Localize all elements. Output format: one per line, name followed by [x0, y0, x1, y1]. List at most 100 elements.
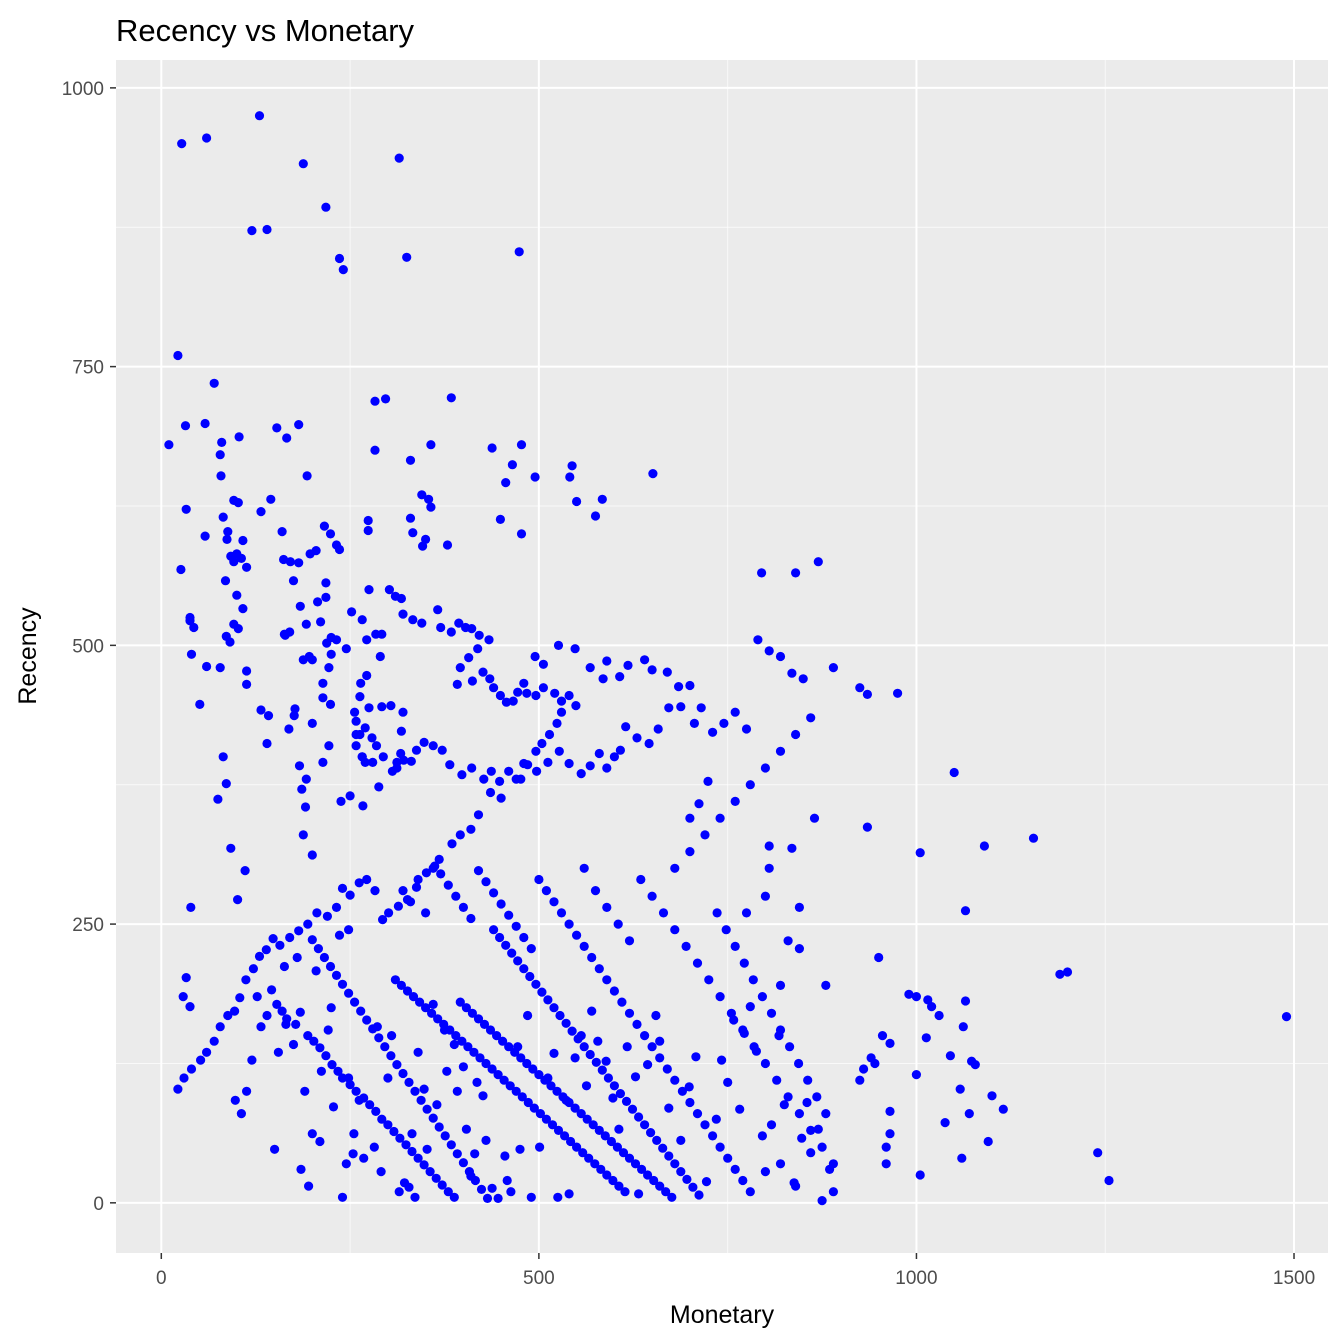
- data-point: [564, 758, 574, 769]
- data-point: [454, 618, 464, 628]
- data-point: [877, 1031, 888, 1041]
- data-point: [413, 1047, 423, 1057]
- data-point: [307, 850, 317, 860]
- data-point: [546, 1081, 556, 1091]
- data-point: [458, 1158, 468, 1168]
- data-point: [223, 1010, 233, 1021]
- y-tick-label: 250: [72, 915, 104, 936]
- data-point: [215, 663, 225, 673]
- data-point: [242, 1086, 252, 1096]
- data-point: [535, 1109, 546, 1119]
- data-point: [467, 763, 477, 773]
- data-point: [567, 461, 577, 471]
- data-point: [522, 1058, 532, 1069]
- data-point: [350, 997, 360, 1007]
- data-point: [594, 964, 604, 974]
- data-point: [789, 1178, 799, 1188]
- data-point: [288, 576, 299, 586]
- plot-panel: [116, 60, 1328, 1253]
- data-point: [691, 1052, 701, 1062]
- data-point: [757, 568, 767, 578]
- data-point: [751, 1046, 762, 1056]
- data-point: [615, 745, 626, 755]
- data-point: [775, 1159, 786, 1169]
- data-point: [254, 951, 265, 962]
- data-point: [549, 897, 559, 907]
- data-point: [413, 1153, 423, 1163]
- data-point: [567, 1026, 577, 1036]
- data-point: [296, 1164, 306, 1174]
- data-point: [178, 992, 188, 1002]
- data-point: [401, 1140, 411, 1150]
- data-point: [538, 659, 549, 669]
- data-point: [723, 1077, 733, 1087]
- data-point: [345, 791, 355, 801]
- data-point: [729, 1015, 739, 1025]
- data-point: [179, 1073, 189, 1083]
- data-point: [398, 1068, 408, 1079]
- data-point: [507, 460, 517, 470]
- data-point: [266, 494, 276, 504]
- data-point: [526, 944, 536, 954]
- data-point: [482, 1193, 493, 1203]
- data-point: [572, 1142, 582, 1152]
- data-point: [362, 670, 372, 681]
- data-point: [417, 618, 427, 628]
- data-point: [285, 627, 295, 637]
- data-point: [717, 1055, 727, 1065]
- data-point: [220, 576, 231, 586]
- data-point: [325, 529, 336, 539]
- data-point: [357, 615, 367, 625]
- data-point: [225, 637, 235, 647]
- data-point: [664, 1151, 674, 1161]
- data-point: [730, 941, 740, 952]
- data-point: [664, 703, 674, 713]
- data-point: [270, 1144, 280, 1154]
- data-point: [466, 1171, 476, 1181]
- data-point: [609, 986, 620, 996]
- data-point: [684, 1082, 694, 1092]
- data-point: [704, 975, 714, 985]
- data-point: [637, 1164, 647, 1174]
- data-point: [252, 992, 262, 1002]
- data-point: [485, 787, 496, 798]
- data-point: [378, 915, 388, 925]
- data-point: [504, 910, 514, 920]
- data-point: [402, 252, 412, 262]
- data-point: [354, 878, 364, 888]
- data-point: [233, 498, 243, 508]
- data-point: [552, 1086, 562, 1096]
- data-point: [794, 944, 805, 954]
- data-point: [294, 558, 304, 568]
- data-point: [517, 1092, 527, 1102]
- data-point: [1028, 833, 1039, 843]
- data-point: [202, 133, 212, 143]
- data-point: [455, 830, 465, 840]
- data-point: [531, 746, 541, 756]
- data-point: [189, 622, 199, 633]
- data-point: [434, 854, 444, 865]
- data-point: [587, 952, 597, 963]
- data-point: [236, 1109, 246, 1119]
- data-point: [377, 702, 387, 712]
- data-point: [670, 863, 680, 873]
- data-point: [594, 748, 604, 759]
- data-point: [1104, 1175, 1114, 1186]
- data-point: [538, 683, 549, 693]
- data-point: [433, 1014, 443, 1024]
- data-point: [176, 564, 186, 575]
- data-point: [421, 908, 431, 918]
- data-point: [362, 635, 372, 645]
- data-point: [442, 540, 453, 550]
- y-tick-label: 0: [93, 1194, 104, 1215]
- data-point: [566, 1136, 576, 1147]
- data-point: [365, 1100, 375, 1110]
- data-point: [425, 1167, 435, 1177]
- data-point: [529, 1103, 539, 1113]
- data-point: [708, 1131, 718, 1141]
- data-point: [417, 490, 427, 500]
- data-point: [351, 716, 361, 726]
- data-point: [443, 1187, 453, 1197]
- data-point: [378, 752, 388, 762]
- data-point: [218, 752, 228, 762]
